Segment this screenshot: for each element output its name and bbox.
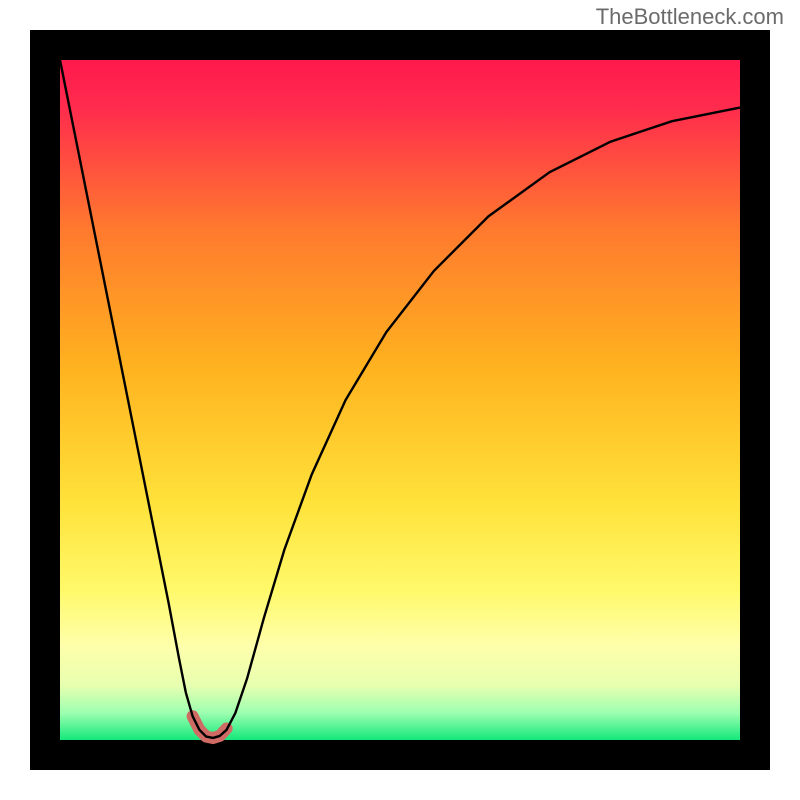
- chart-background: [60, 60, 740, 740]
- watermark-text: TheBottleneck.com: [596, 4, 784, 30]
- chart-frame: [30, 30, 770, 770]
- chart-svg: [30, 30, 770, 770]
